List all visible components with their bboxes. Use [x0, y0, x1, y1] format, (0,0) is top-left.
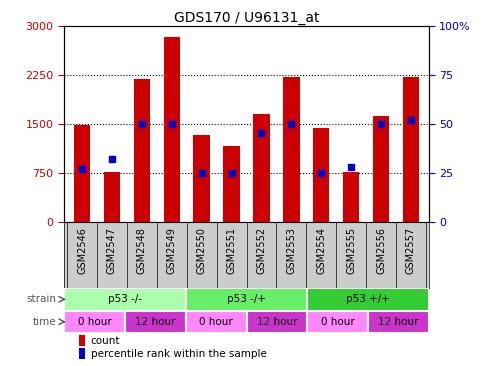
Point — [198, 170, 206, 176]
Bar — [223, 146, 240, 222]
Bar — [373, 116, 389, 222]
Text: 12 hour: 12 hour — [378, 317, 419, 327]
Bar — [313, 127, 329, 222]
Bar — [134, 79, 150, 222]
Point — [347, 164, 355, 170]
Bar — [246, 310, 307, 333]
Bar — [193, 135, 210, 222]
Text: GSM2548: GSM2548 — [137, 227, 147, 274]
Bar — [64, 288, 186, 310]
Text: p53 +/+: p53 +/+ — [346, 294, 390, 305]
Point — [407, 117, 415, 123]
Bar — [368, 310, 429, 333]
Text: GSM2556: GSM2556 — [376, 227, 386, 274]
Point — [228, 170, 236, 176]
Bar — [307, 310, 368, 333]
Text: p53 -/+: p53 -/+ — [227, 294, 266, 305]
Title: GDS170 / U96131_at: GDS170 / U96131_at — [174, 11, 319, 25]
Point — [257, 131, 265, 137]
Text: GSM2557: GSM2557 — [406, 227, 416, 274]
Bar — [343, 172, 359, 222]
Text: GSM2550: GSM2550 — [197, 227, 207, 274]
Bar — [125, 310, 186, 333]
Point — [317, 170, 325, 176]
Text: 0 hour: 0 hour — [321, 317, 354, 327]
Text: 0 hour: 0 hour — [199, 317, 233, 327]
Text: GSM2553: GSM2553 — [286, 227, 296, 274]
Text: strain: strain — [27, 294, 57, 305]
Text: GSM2554: GSM2554 — [316, 227, 326, 274]
Text: 12 hour: 12 hour — [135, 317, 176, 327]
Bar — [164, 37, 180, 222]
Bar — [307, 288, 429, 310]
Bar — [79, 335, 85, 346]
Bar — [253, 115, 270, 222]
Text: GSM2547: GSM2547 — [107, 227, 117, 274]
Bar — [64, 310, 125, 333]
Point — [287, 121, 295, 127]
Bar — [79, 348, 85, 359]
Point — [168, 121, 176, 127]
Text: time: time — [33, 317, 57, 327]
Text: GSM2549: GSM2549 — [167, 227, 177, 274]
Bar — [186, 310, 246, 333]
Text: p53 -/-: p53 -/- — [108, 294, 142, 305]
Bar — [186, 288, 307, 310]
Point — [138, 121, 146, 127]
Text: 0 hour: 0 hour — [77, 317, 111, 327]
Point — [108, 156, 116, 162]
Bar — [74, 125, 90, 222]
Text: count: count — [91, 336, 120, 346]
Text: GSM2552: GSM2552 — [256, 227, 266, 274]
Text: GSM2555: GSM2555 — [346, 227, 356, 274]
Bar — [403, 77, 419, 222]
Text: percentile rank within the sample: percentile rank within the sample — [91, 349, 267, 359]
Text: GSM2546: GSM2546 — [77, 227, 87, 274]
Bar — [104, 172, 120, 222]
Text: 12 hour: 12 hour — [257, 317, 297, 327]
Text: GSM2551: GSM2551 — [227, 227, 237, 274]
Point — [377, 121, 385, 127]
Bar — [283, 76, 300, 222]
Point — [78, 166, 86, 172]
